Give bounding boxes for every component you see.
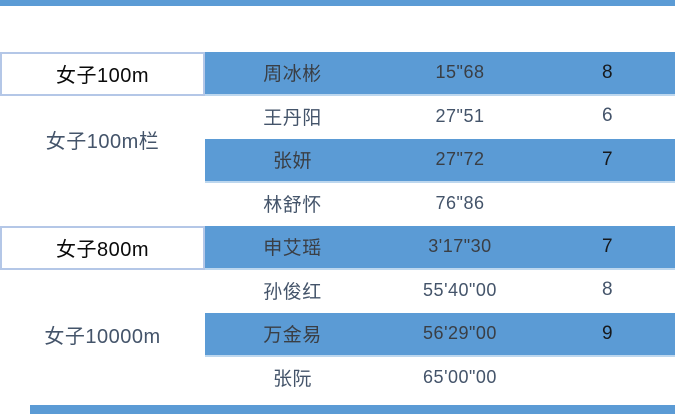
time-cell[interactable]: 27"51 [380, 96, 540, 139]
time-cell[interactable]: 15"68 [380, 52, 540, 96]
time-cell[interactable]: 76"86 [380, 183, 540, 226]
name-cell[interactable]: 申艾瑶 [205, 226, 380, 270]
score-cell[interactable]: 9 [540, 313, 675, 357]
score-cell[interactable]: 7 [540, 139, 675, 183]
score-cell[interactable]: 6 [540, 96, 675, 139]
score-cell[interactable] [540, 357, 675, 400]
name-cell[interactable]: 林舒怀 [205, 183, 380, 226]
time-cell[interactable]: 27"72 [380, 139, 540, 183]
top-border-bar [0, 0, 675, 6]
name-cell[interactable]: 周冰彬 [205, 52, 380, 96]
event-cell[interactable]: 女子10000m [44, 326, 161, 349]
time-cell[interactable]: 65'00"00 [380, 357, 540, 400]
score-cell[interactable]: 8 [540, 52, 675, 96]
score-cell[interactable]: 7 [540, 226, 675, 270]
results-table: 女子100m 周冰彬 15"68 8 女子100m栏 王丹阳 27"51 6 张妍 27"72 7 林… [0, 52, 675, 400]
name-cell[interactable]: 张阮 [205, 357, 380, 400]
event-cell[interactable]: 女子800m [0, 226, 205, 270]
time-cell[interactable]: 55'40"00 [380, 270, 540, 313]
score-cell[interactable] [540, 183, 675, 226]
time-cell[interactable]: 56'29"00 [380, 313, 540, 357]
time-cell[interactable]: 3'17"30 [380, 226, 540, 270]
event-cell[interactable]: 女子100m栏 [45, 130, 160, 153]
name-cell[interactable]: 张妍 [205, 139, 380, 183]
event-cell[interactable] [0, 183, 205, 227]
name-cell[interactable]: 王丹阳 [205, 96, 380, 139]
name-cell[interactable]: 万金易 [205, 313, 380, 357]
name-cell[interactable]: 孙俊红 [205, 270, 380, 313]
event-cell[interactable]: 女子100m [0, 52, 205, 96]
score-cell[interactable]: 8 [540, 270, 675, 313]
bottom-border-bar [30, 405, 675, 414]
